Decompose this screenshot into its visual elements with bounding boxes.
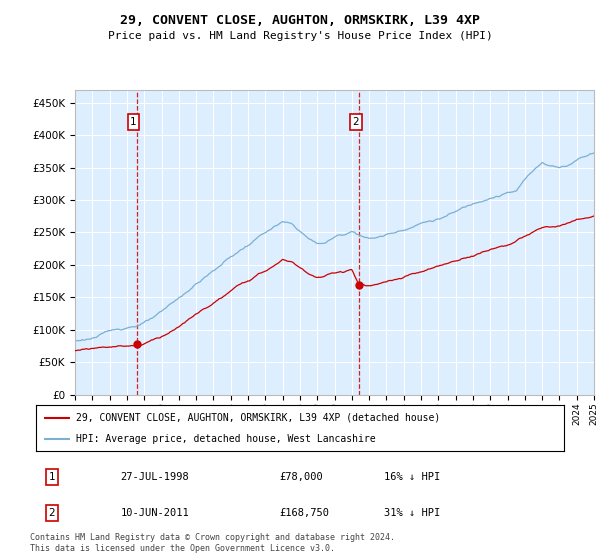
Text: Contains HM Land Registry data © Crown copyright and database right 2024.
This d: Contains HM Land Registry data © Crown c… [30,533,395,553]
Text: 2: 2 [353,117,359,127]
Text: 29, CONVENT CLOSE, AUGHTON, ORMSKIRK, L39 4XP: 29, CONVENT CLOSE, AUGHTON, ORMSKIRK, L3… [120,14,480,27]
Text: 29, CONVENT CLOSE, AUGHTON, ORMSKIRK, L39 4XP (detached house): 29, CONVENT CLOSE, AUGHTON, ORMSKIRK, L3… [76,413,440,423]
Text: 2: 2 [49,508,55,518]
Text: £78,000: £78,000 [279,472,323,482]
Text: 1: 1 [130,117,137,127]
Text: 1: 1 [49,472,55,482]
Text: HPI: Average price, detached house, West Lancashire: HPI: Average price, detached house, West… [76,434,375,444]
Text: 10-JUN-2011: 10-JUN-2011 [121,508,189,518]
Text: 27-JUL-1998: 27-JUL-1998 [121,472,189,482]
Text: 31% ↓ HPI: 31% ↓ HPI [385,508,441,518]
Text: £168,750: £168,750 [279,508,329,518]
Text: Price paid vs. HM Land Registry's House Price Index (HPI): Price paid vs. HM Land Registry's House … [107,31,493,41]
Text: 16% ↓ HPI: 16% ↓ HPI [385,472,441,482]
